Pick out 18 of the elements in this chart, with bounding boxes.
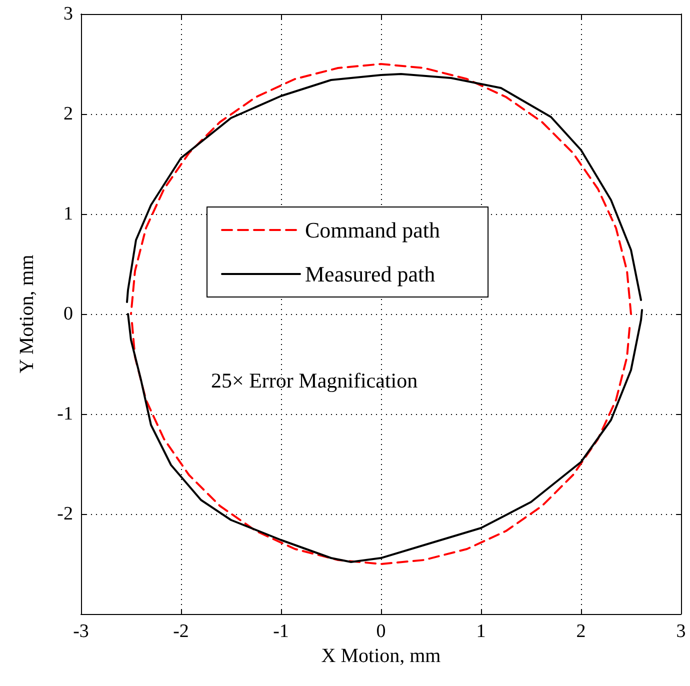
x-tick-label: 0 [376, 621, 386, 642]
y-tick-label: -1 [57, 404, 73, 424]
y-tick-label: 2 [64, 104, 73, 124]
y-tick-label: 3 [64, 4, 73, 24]
x-tick-label: 1 [476, 621, 486, 642]
annotation: 25× Error Magnification [211, 368, 418, 392]
y-tick-label: 1 [64, 204, 73, 224]
y-axis-title: Y Motion, mm [16, 254, 38, 374]
y-tick-label: 0 [64, 304, 73, 324]
x-tick-label: -2 [173, 621, 189, 642]
x-tick-label: -3 [73, 621, 89, 642]
x-tick-label: -1 [273, 621, 289, 642]
y-tick-label: -2 [57, 504, 73, 524]
x-axis-title: X Motion, mm [321, 644, 442, 667]
legend-label: Measured path [305, 262, 436, 286]
legend-label: Command path [305, 218, 440, 242]
x-tick-label: 3 [676, 621, 686, 642]
x-tick-label: 2 [576, 621, 586, 642]
